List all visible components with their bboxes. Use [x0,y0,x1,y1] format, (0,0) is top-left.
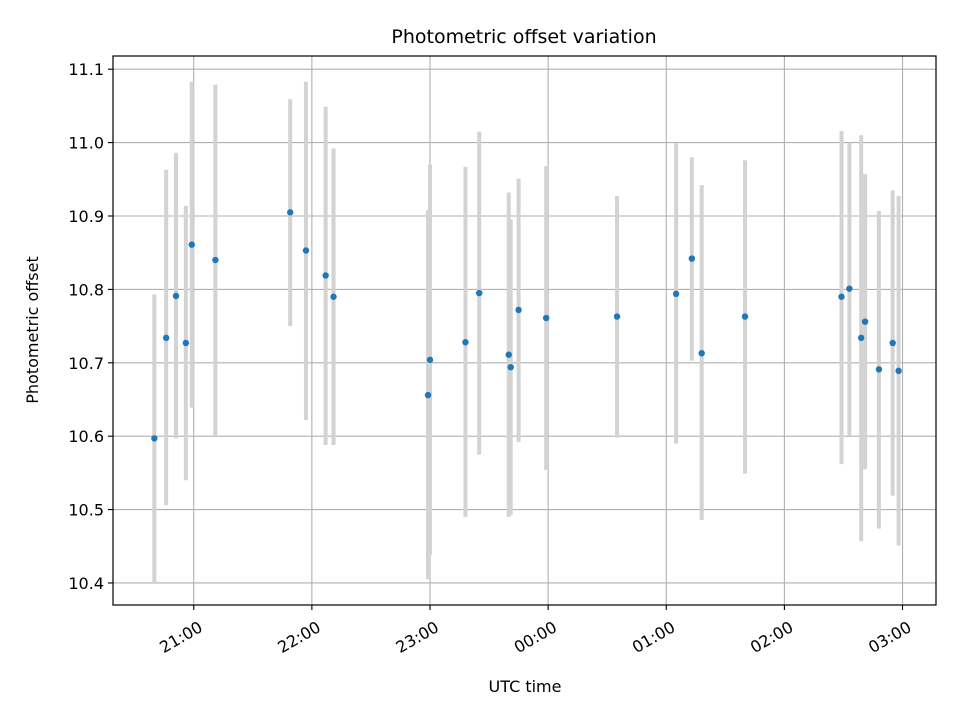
chart-title: Photometric offset variation [391,26,656,48]
data-point [151,435,158,442]
y-tick-label: 10.9 [68,207,104,226]
data-point [462,339,469,346]
data-point [741,313,749,320]
data-point [846,285,853,292]
data-point [476,289,483,297]
data-point [424,391,432,399]
grid [113,56,936,605]
y-axis-label: Photometric offset [23,256,42,404]
x-axis-label: UTC time [489,677,562,696]
data-point [162,334,170,342]
data-point [302,247,310,254]
data-point [613,313,621,320]
data-point [889,339,896,347]
data-point [515,306,522,314]
data-point [426,356,434,364]
data-point [212,256,219,264]
data-point [507,363,514,371]
y-tick-label: 11.0 [68,134,104,153]
data-point [330,293,337,300]
data-point [188,241,195,248]
data-point [672,290,680,298]
data-point [861,318,869,325]
data-point [875,366,883,373]
data-point [322,272,329,279]
y-tick-label: 10.6 [68,427,104,446]
data-point [182,339,190,347]
data-point [287,209,294,216]
data-point [505,351,512,358]
y-axis: 10.4 10.5 10.6 10.7 10.8 10.9 11.0 11.1 [68,60,113,593]
data-point [542,314,550,322]
y-tick-label: 10.5 [68,501,104,520]
data-points [151,209,902,442]
data-point [857,334,865,342]
y-tick-label: 11.1 [68,60,104,79]
data-point [838,293,845,300]
data-point [172,292,180,300]
data-point [688,255,696,262]
plot-frame [112,55,937,606]
data-point [698,350,705,357]
y-tick-label: 10.4 [68,574,104,593]
data-point [895,367,902,375]
y-tick-label: 10.7 [68,354,104,373]
y-tick-label: 10.8 [68,280,104,299]
